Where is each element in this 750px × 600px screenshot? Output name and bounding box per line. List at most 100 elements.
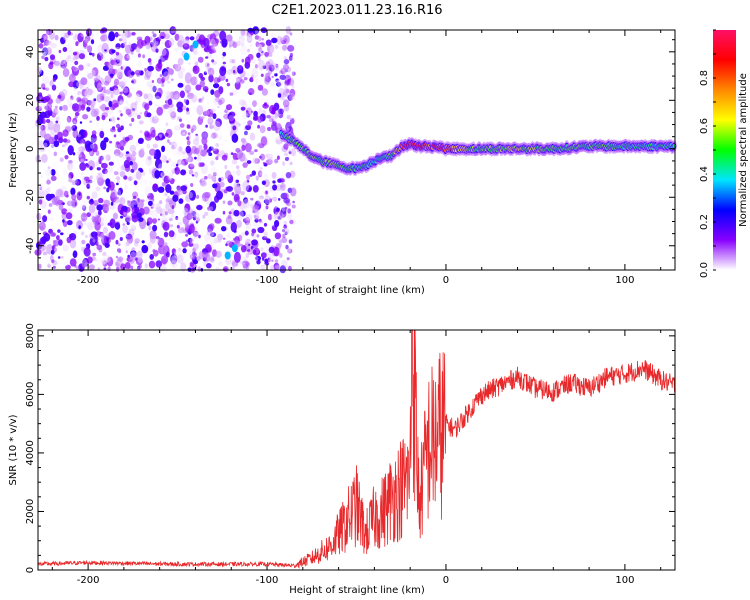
noise-blob <box>256 52 261 59</box>
noise-blob <box>239 260 243 265</box>
noise-blob <box>268 53 273 57</box>
spectrogram-x-axis-label: Height of straight line (km) <box>289 285 425 296</box>
noise-blob <box>242 198 250 209</box>
y-tick-label: 0 <box>25 146 36 152</box>
noise-blob <box>204 252 211 262</box>
noise-blob <box>155 237 160 243</box>
noise-blob <box>126 241 130 246</box>
noise-blob <box>141 171 146 176</box>
noise-blob <box>196 204 203 211</box>
noise-blob <box>202 214 206 219</box>
noise-blob <box>113 134 117 138</box>
noise-blob <box>188 190 196 201</box>
noise-blob <box>287 208 292 214</box>
noise-blob <box>62 129 69 137</box>
noise-blob <box>205 153 210 159</box>
noise-blob <box>67 55 71 60</box>
noise-blob <box>65 156 68 160</box>
noise-blob <box>196 231 201 236</box>
noise-blob <box>148 71 153 76</box>
noise-blob <box>260 247 264 252</box>
noise-blob <box>41 190 48 197</box>
noise-blob <box>211 174 217 182</box>
noise-blob <box>186 111 190 115</box>
noise-blob <box>185 233 189 237</box>
noise-blob <box>86 212 91 218</box>
noise-blob <box>51 232 57 237</box>
noise-blob <box>205 244 212 253</box>
noise-blob <box>121 65 127 70</box>
noise-blob <box>155 63 162 72</box>
noise-blob <box>218 177 222 182</box>
noise-blob <box>234 78 240 84</box>
colorbar-ticks: 0.0 0.2 0.4 0.6 0.8 <box>699 29 716 278</box>
noise-blob <box>122 78 127 84</box>
noise-blob <box>44 39 50 46</box>
noise-blob <box>57 105 65 117</box>
noise-blob <box>169 165 175 172</box>
noise-blob <box>86 106 91 112</box>
noise-blob <box>148 100 153 106</box>
noise-blob <box>43 95 51 102</box>
noise-blob <box>167 139 170 143</box>
noise-blob <box>164 192 168 197</box>
noise-blob <box>280 96 285 101</box>
noise-blob <box>155 202 161 212</box>
noise-blob <box>124 241 130 247</box>
noise-blob <box>173 96 177 101</box>
colorbar-tick-label: 0.6 <box>699 118 710 134</box>
noise-blob <box>205 62 210 69</box>
noise-blob <box>171 263 176 270</box>
noise-blob <box>122 35 129 44</box>
noise-blob <box>100 140 107 151</box>
noise-blob <box>287 211 293 221</box>
noise-blob <box>231 133 239 143</box>
noise-blob <box>57 40 61 46</box>
noise-blob <box>282 161 286 166</box>
noise-blob <box>186 124 191 129</box>
noise-blob <box>177 40 185 48</box>
noise-blob <box>267 213 273 221</box>
noise-blob <box>146 112 152 118</box>
noise-blob <box>240 42 245 47</box>
x-tick-label: 100 <box>615 575 634 586</box>
noise-blob <box>232 152 238 161</box>
noise-blob <box>138 149 145 158</box>
noise-blob <box>158 163 165 171</box>
snr-series-line <box>38 329 676 569</box>
noise-blob <box>250 141 256 146</box>
noise-blob <box>284 79 291 86</box>
noise-blob <box>43 51 47 56</box>
noise-blob <box>252 74 259 82</box>
noise-blob <box>193 243 199 251</box>
noise-blob <box>70 113 75 120</box>
noise-blob <box>108 106 114 115</box>
noise-blob <box>289 69 295 76</box>
noise-blob <box>243 77 248 81</box>
noise-blob <box>148 260 156 269</box>
noise-blob <box>284 152 288 157</box>
noise-blob <box>132 195 137 199</box>
noise-blob <box>195 133 198 137</box>
noise-blob <box>226 69 233 75</box>
noise-blob <box>74 60 79 66</box>
noise-blob <box>100 154 108 165</box>
noise-blob <box>90 109 98 118</box>
noise-blob <box>125 100 129 104</box>
noise-blob <box>126 221 130 225</box>
noise-blob <box>134 206 140 214</box>
noise-blob <box>110 188 117 199</box>
noise-blob <box>87 225 93 231</box>
noise-blob <box>101 42 109 54</box>
noise-blob <box>97 197 104 204</box>
noise-blob <box>140 147 145 154</box>
noise-blob <box>257 258 261 262</box>
noise-blob <box>208 223 215 231</box>
noise-blob <box>250 110 254 114</box>
noise-blob <box>194 171 199 178</box>
noise-blob <box>76 146 82 153</box>
noise-blob <box>169 217 173 222</box>
noise-blob <box>215 96 220 103</box>
noise-blob <box>254 149 258 153</box>
noise-blob <box>96 244 103 251</box>
